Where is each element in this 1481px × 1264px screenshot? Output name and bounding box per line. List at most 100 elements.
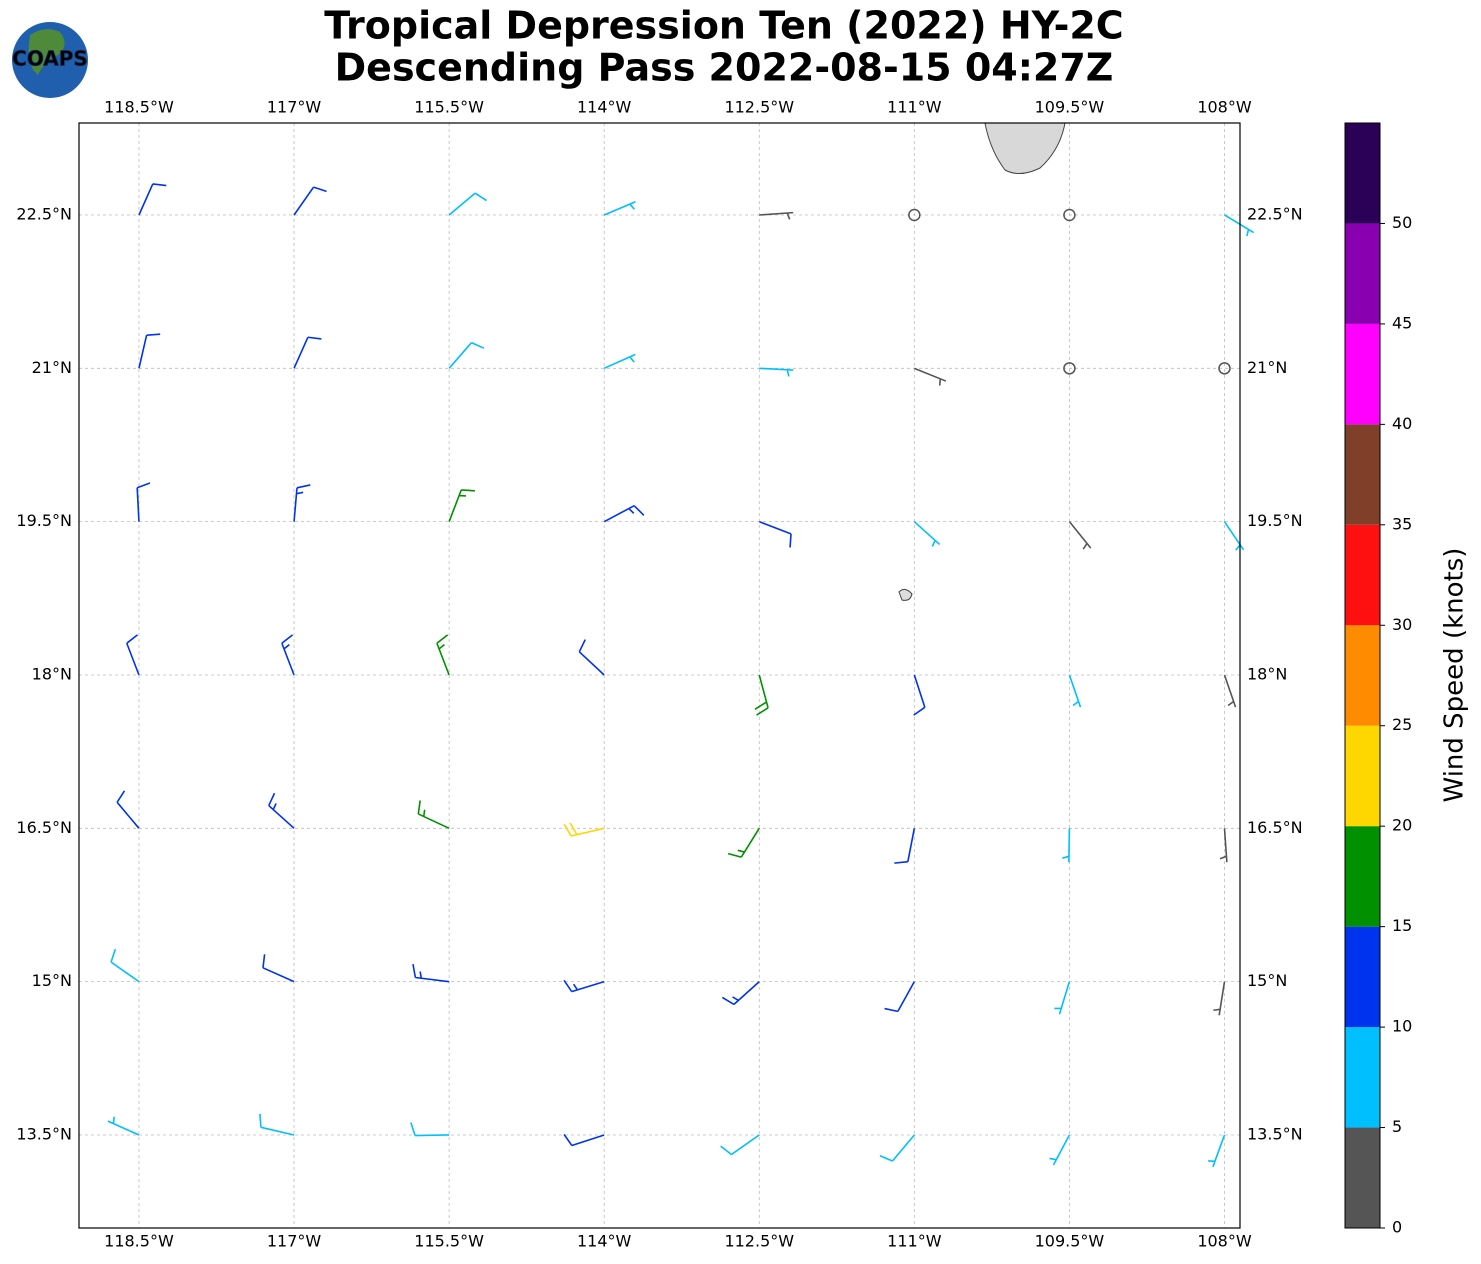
wind-barb: [914, 367, 947, 386]
x-tick-label: 108°W: [1197, 98, 1252, 117]
y-tick-label: 21°N: [32, 358, 72, 377]
colorbar-tick-label: 25: [1392, 715, 1412, 734]
colorbar-bin: [1345, 1027, 1380, 1128]
x-tick-label: 108°W: [1197, 1232, 1252, 1251]
wind-barb: [563, 1133, 605, 1147]
wind-barb: [1223, 674, 1237, 708]
wind-barb: [720, 1134, 760, 1156]
colorbar-bin: [1345, 826, 1380, 927]
wind-barb: [259, 1113, 295, 1136]
colorbar-tick-label: 0: [1392, 1218, 1402, 1237]
wind-barb: [759, 211, 794, 220]
wind-barb: [448, 192, 488, 216]
wind-barb: [1213, 981, 1226, 1016]
wind-barb: [107, 1116, 140, 1136]
land: [984, 122, 1066, 174]
x-tick-label: 117°W: [267, 1232, 322, 1251]
calm-marker: [1063, 362, 1076, 375]
wind-barb: [1068, 521, 1092, 550]
wind-barb: [913, 674, 926, 716]
wind-barb: [126, 634, 140, 676]
wind-barb: [436, 634, 450, 676]
y-tick-label: 15°N: [32, 971, 72, 990]
y-tick-label: 15°N: [1247, 971, 1287, 990]
wind-barb: [110, 948, 140, 983]
wind-barb: [1223, 521, 1245, 551]
x-tick-label: 112.5°W: [724, 98, 794, 117]
colorbar-bin: [1345, 323, 1380, 425]
wind-barb: [293, 186, 327, 216]
wind-barb: [1054, 981, 1071, 1015]
island: [898, 588, 913, 601]
y-tick-label: 21°N: [1247, 358, 1287, 377]
colorbar-label: Wind Speed (knots): [1440, 548, 1470, 803]
wind-barb: [1219, 828, 1228, 863]
wind-barb: [1068, 674, 1082, 708]
wind-barb: [281, 634, 295, 676]
y-tick-label: 13.5°N: [1247, 1124, 1303, 1143]
x-tick-label: 118.5°W: [104, 1232, 174, 1251]
x-tick-label: 112.5°W: [724, 1232, 794, 1251]
wind-barb: [138, 183, 167, 216]
title-line: Descending Pass 2022-08-15 04:27Z: [335, 46, 1114, 90]
wind-barb: [262, 954, 295, 983]
wind-barb: [721, 981, 760, 1006]
colorbar-tick-label: 5: [1392, 1117, 1402, 1136]
colorbar-bin: [1345, 926, 1380, 1028]
colorbar-tick-label: 50: [1392, 213, 1412, 232]
y-tick-label: 22.5°N: [16, 204, 72, 223]
calm-marker: [1063, 208, 1076, 222]
colorbar-bin: [1345, 725, 1380, 827]
x-tick-label: 118.5°W: [104, 98, 174, 117]
y-tick-label: 18°N: [32, 664, 72, 683]
colorbar-tick-label: 45: [1392, 313, 1412, 332]
colorbar-tick-label: 35: [1392, 514, 1412, 533]
colorbar-tick-label: 40: [1392, 414, 1412, 433]
y-tick-label: 18°N: [1247, 664, 1287, 683]
x-tick-label: 109.5°W: [1035, 1232, 1105, 1251]
wind-barb: [578, 639, 605, 676]
colorbar-bin: [1345, 524, 1380, 626]
logo-text: COAPS: [12, 47, 88, 71]
wind-barb: [563, 979, 605, 993]
y-tick-label: 19.5°N: [1247, 511, 1303, 530]
wind-barb: [603, 504, 645, 523]
wind-barb: [1049, 1134, 1071, 1166]
logo: COAPS: [12, 22, 88, 98]
wind-barb: [758, 520, 792, 548]
wind-barb: [268, 792, 295, 829]
wind-barb: [448, 341, 485, 369]
y-tick-label: 22.5°N: [1247, 204, 1303, 223]
wind-barb: [603, 353, 636, 370]
x-tick-label: 117°W: [267, 98, 322, 117]
wind-barb: [448, 489, 475, 522]
wind-barb: [1224, 214, 1255, 237]
wind-barb: [759, 367, 794, 377]
wind-barb: [1062, 828, 1071, 863]
colorbar-frame: [1344, 122, 1381, 1229]
wind-barb: [1208, 1134, 1226, 1168]
colorbar-tick-label: 15: [1392, 916, 1412, 935]
map: [79, 122, 1255, 1228]
x-tick-label: 115.5°W: [414, 1232, 484, 1251]
wind-barb: [913, 521, 941, 547]
wind-barb: [894, 828, 916, 864]
wind-barb: [136, 482, 151, 522]
colorbar-bin: [1345, 223, 1380, 324]
colorbar-bin: [1345, 625, 1380, 726]
wind-barb: [884, 981, 916, 1013]
wind-barb: [293, 336, 322, 369]
wind-barb: [417, 800, 450, 830]
y-tick-label: 16.5°N: [16, 818, 72, 837]
wind-barb: [293, 484, 311, 522]
y-tick-label: 13.5°N: [16, 1124, 72, 1143]
title-line: Tropical Depression Ten (2022) HY-2C: [324, 4, 1123, 48]
wind-barb: [879, 1134, 915, 1162]
colorbar-tick-label: 10: [1392, 1017, 1412, 1036]
colorbar-bin: [1345, 1127, 1380, 1228]
wind-barb: [116, 790, 140, 829]
x-tick-label: 114°W: [577, 1232, 632, 1251]
colorbar-tick-label: 30: [1392, 615, 1412, 634]
y-tick-label: 16.5°N: [1247, 818, 1303, 837]
